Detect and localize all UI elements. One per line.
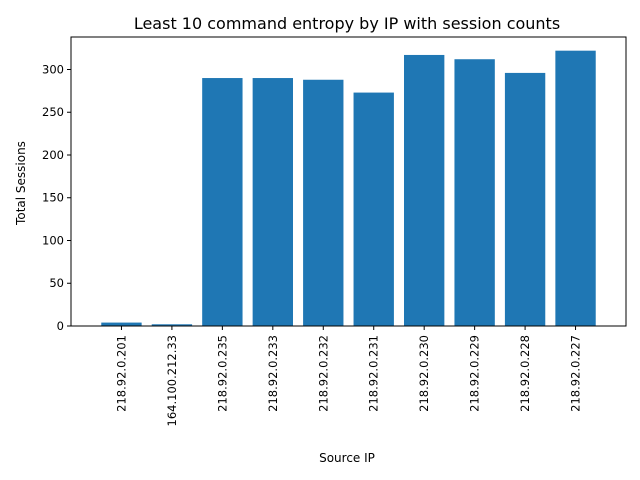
bar-218.92.0.231 [353,92,394,326]
x-axis-ticks: 218.92.0.201 164.100.212.33 218.92.0.235 21… [114,326,583,426]
bar-218.92.0.235 [202,78,243,327]
x-axis-label: Source IP [319,451,375,465]
bar-218.92.0.227 [555,50,596,326]
y-tick-label: 200 [42,148,64,162]
y-axis-ticks: 0 50 100 150 200 250 300 [42,62,71,333]
x-tick-label: 218.92.0.231 [367,335,381,412]
bars-group [101,50,596,327]
y-tick-label: 250 [42,105,64,119]
y-tick-label: 0 [57,319,64,333]
chart-title: Least 10 command entropy by IP with sess… [134,14,560,33]
x-tick-label: 218.92.0.201 [114,335,128,412]
x-tick-label: 218.92.0.230 [417,335,431,412]
x-tick-label: 218.92.0.228 [518,335,532,412]
x-tick-label: 218.92.0.229 [468,335,482,412]
x-tick-label: 164.100.212.33 [165,335,179,426]
bar-218.92.0.230 [404,54,445,326]
x-tick-label: 218.92.0.235 [215,335,229,412]
bar-218.92.0.232 [303,79,344,326]
y-tick-label: 300 [42,62,64,76]
y-tick-label: 50 [49,276,64,290]
y-tick-label: 150 [42,191,64,205]
bar-218.92.0.229 [454,59,495,326]
plot-frame [70,36,627,327]
x-tick-label: 218.92.0.227 [569,335,583,412]
y-tick-label: 100 [42,233,64,247]
y-axis-label: Total Sessions [14,141,28,226]
bar-218.92.0.201 [101,322,142,326]
x-tick-label: 218.92.0.232 [316,335,330,412]
x-tick-label: 218.92.0.233 [266,335,280,412]
bar-218.92.0.233 [252,78,293,327]
bar-164.100.212.33 [151,324,193,326]
bar-218.92.0.228 [504,72,546,326]
